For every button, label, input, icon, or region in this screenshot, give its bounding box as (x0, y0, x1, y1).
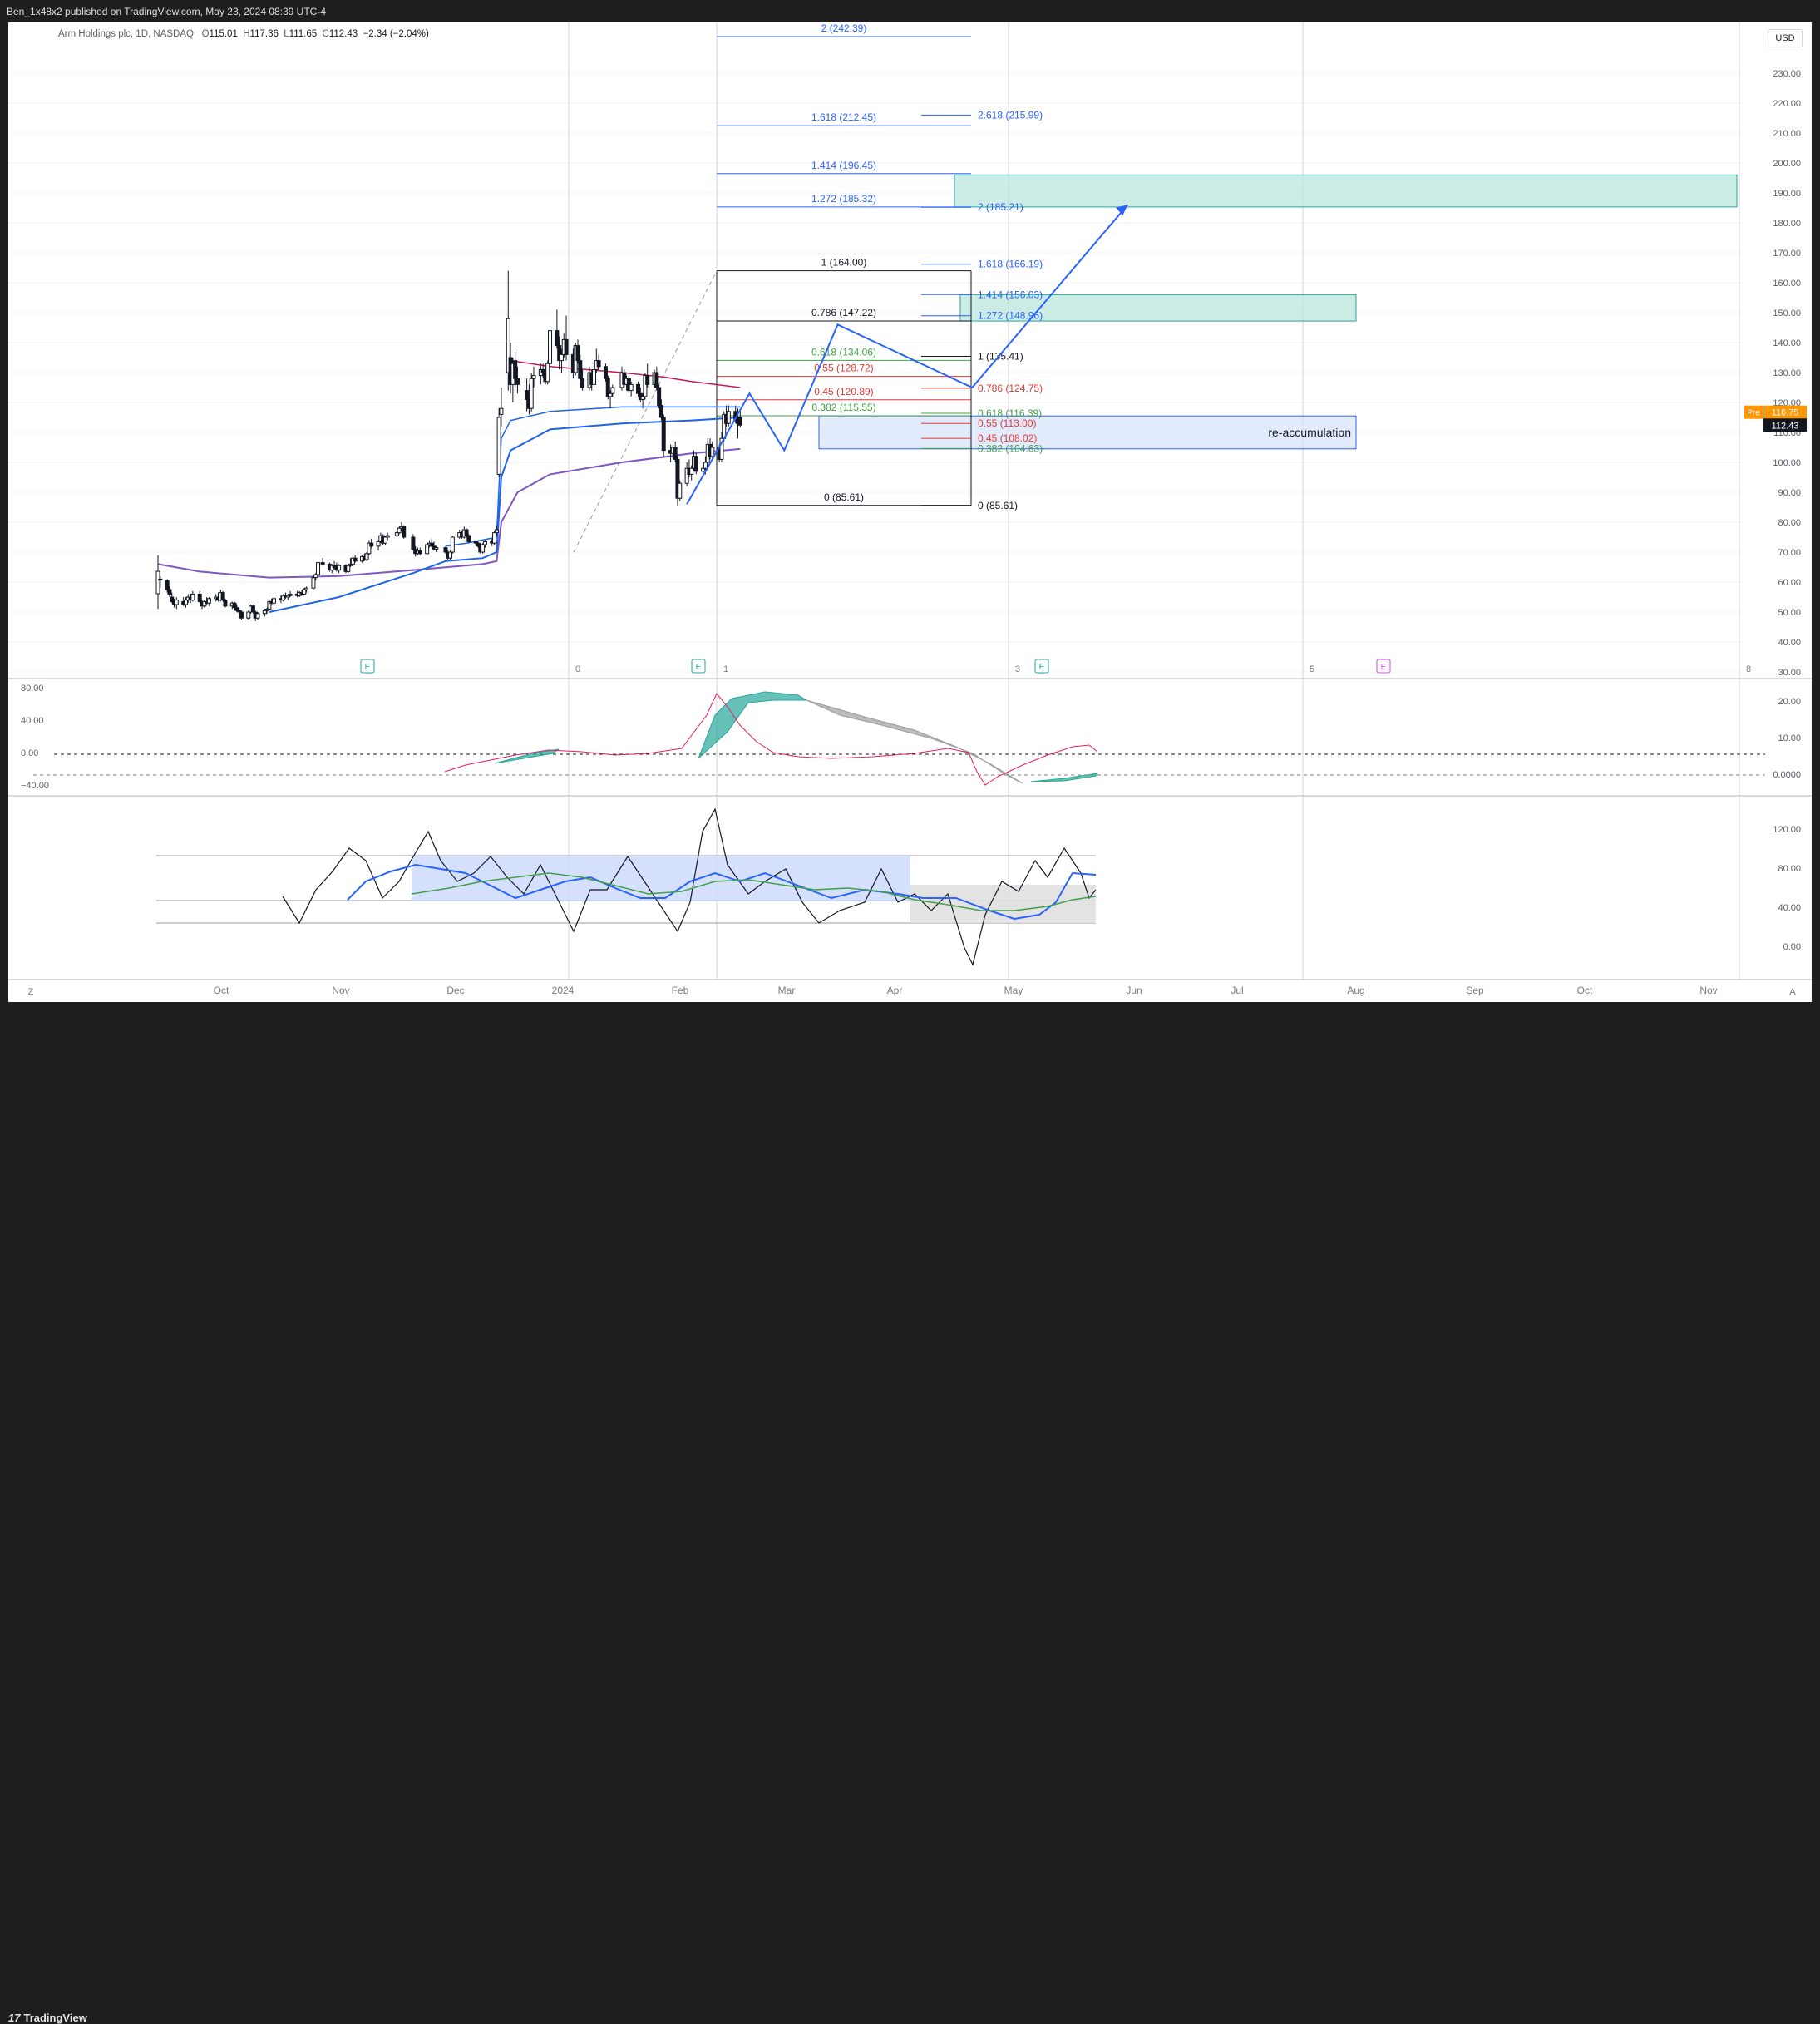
tradingview-brand: TradingView (23, 2012, 87, 2024)
close-label: C (322, 29, 329, 39)
low-value: 111.65 (289, 29, 318, 39)
open-value: 115.01 (209, 29, 238, 39)
change-value: −2.34 (−2.04%) (363, 29, 429, 39)
tradingview-logo[interactable]: 17 TradingView (8, 2012, 87, 2024)
symbol-name: Arm Holdings plc, 1D, NASDAQ (58, 29, 194, 39)
close-value: 112.43 (328, 29, 358, 39)
published-caption: Ben_1x48x2 published on TradingView.com,… (7, 6, 327, 17)
open-label: O (201, 29, 210, 39)
tradingview-mark-icon: 17 (8, 2012, 21, 2024)
footer-bar: 17 TradingView (0, 1002, 1820, 2024)
currency-button[interactable]: USD (1768, 29, 1803, 47)
high-value: 117.36 (249, 29, 279, 39)
low-label: L (284, 29, 289, 39)
chart-frame (8, 22, 1812, 1002)
high-label: H (243, 29, 250, 39)
top-bar: Ben_1x48x2 published on TradingView.com,… (0, 0, 1820, 22)
symbol-legend: Arm Holdings plc, 1D, NASDAQ O115.01 H11… (58, 29, 429, 39)
